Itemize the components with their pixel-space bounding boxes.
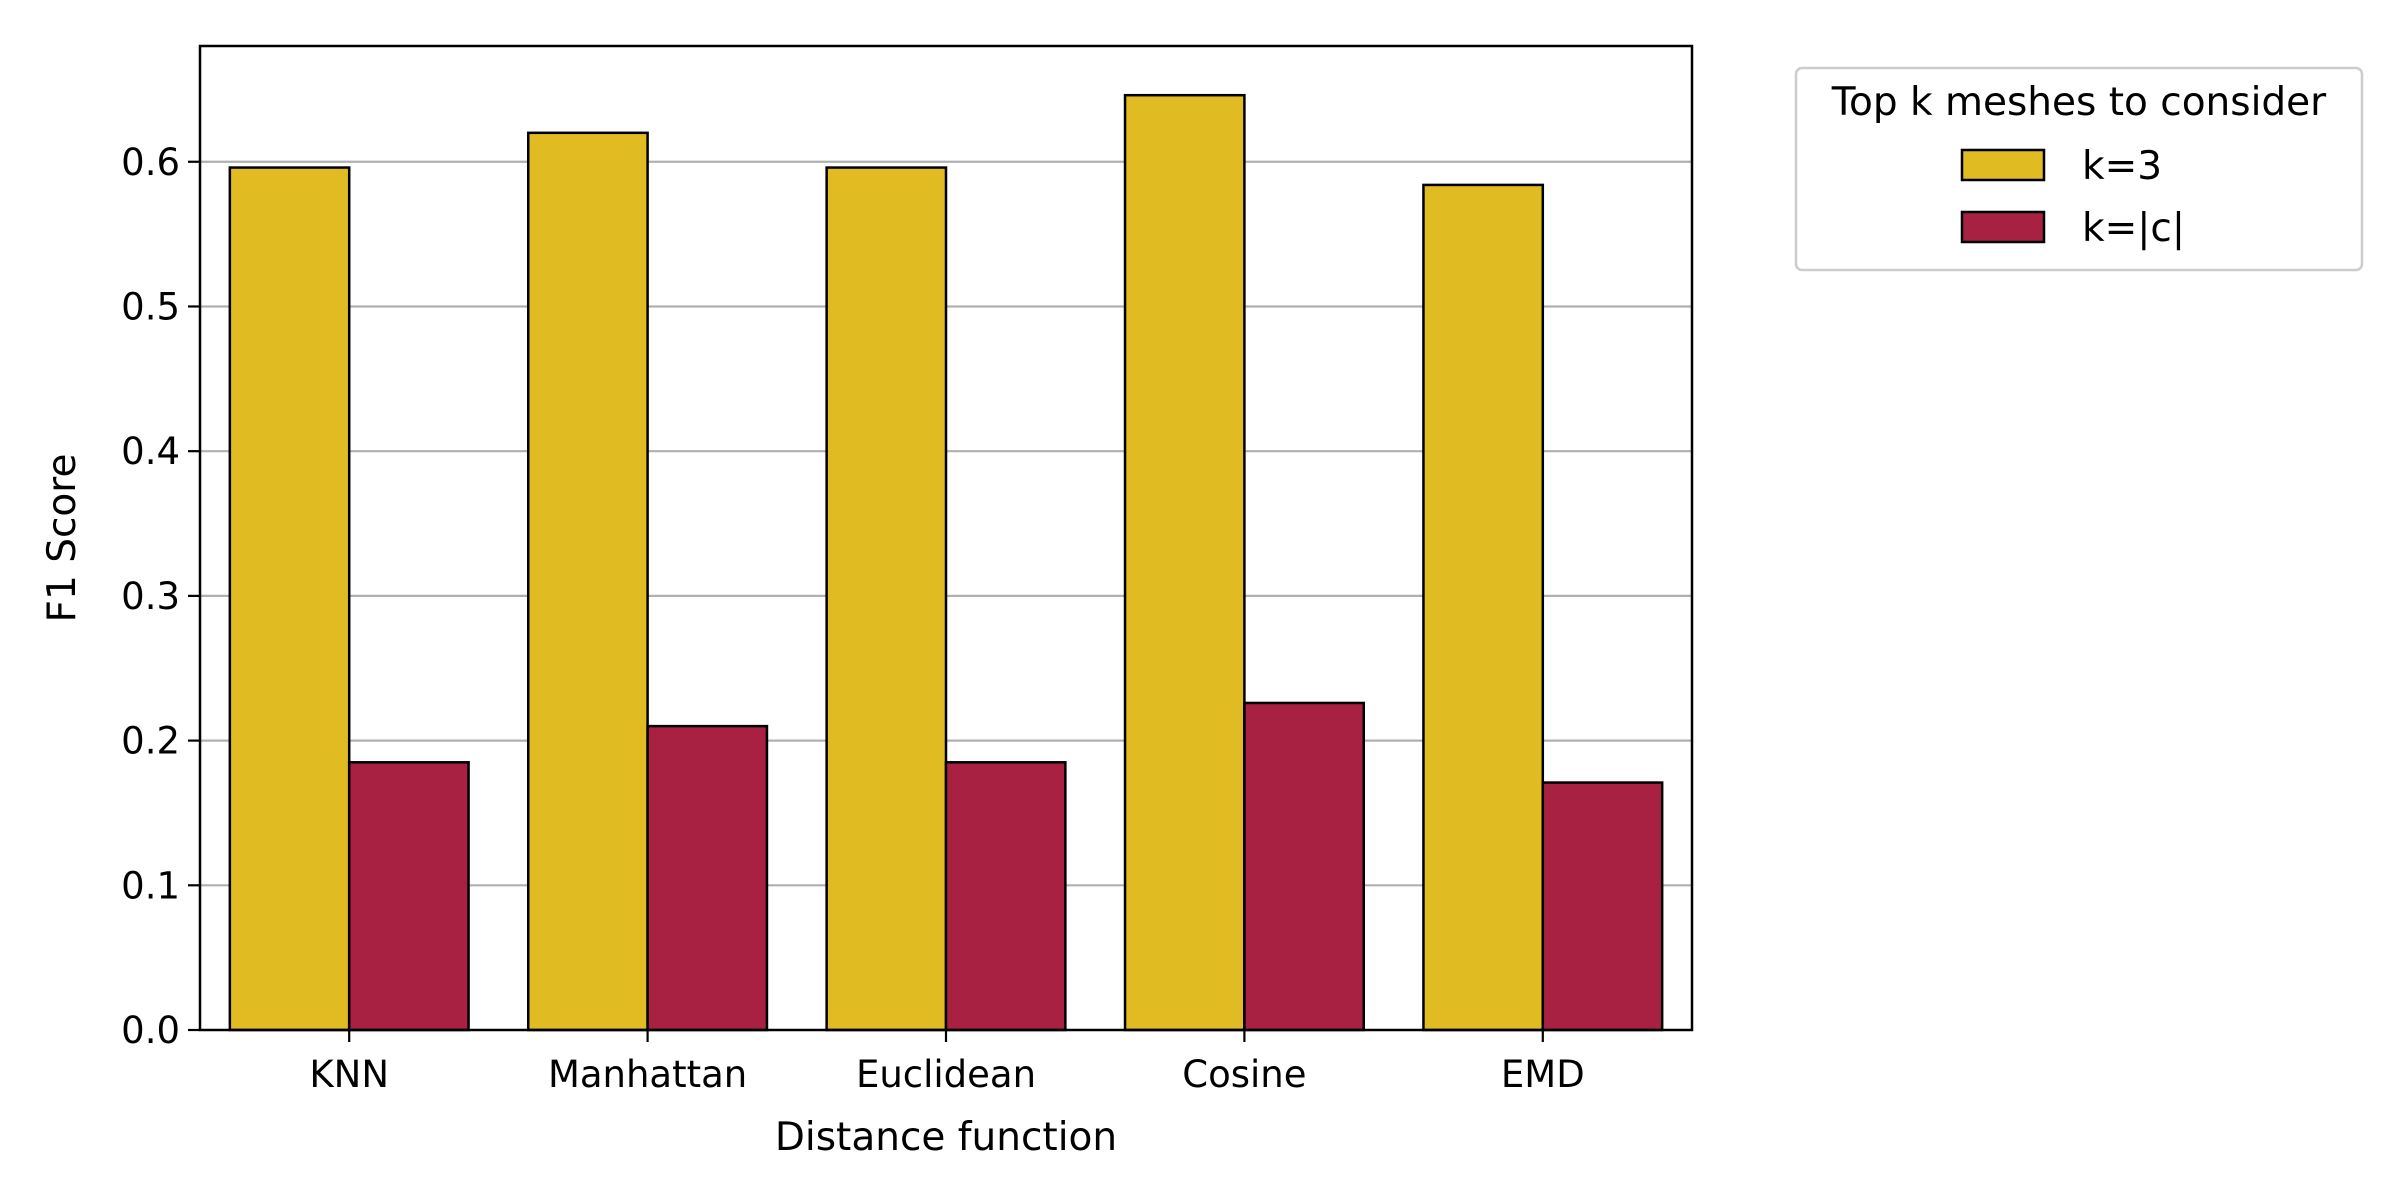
y-axis: 0.0 0.1 0.2 0.3 0.4 0.5 0.6 [121, 141, 200, 1052]
y-tick-label: 0.0 [121, 1009, 180, 1052]
legend: Top k meshes to consider k=3 k=|c| [1794, 66, 2364, 272]
legend-items: k=3 k=|c| [1960, 144, 2185, 251]
y-tick-label: 0.5 [121, 285, 180, 328]
bar-cosine-series-1 [1123, 93, 1246, 1032]
x-tick-label: Cosine [1182, 1053, 1306, 1096]
y-tick-label: 0.6 [121, 141, 180, 184]
x-axis: KNN Manhattan Euclidean Cosine EMD [309, 1030, 1585, 1096]
y-tick-label: 0.1 [121, 864, 180, 907]
legend-box [1794, 66, 2364, 272]
x-tick-label: EMD [1501, 1053, 1585, 1096]
legend-title: Top k meshes to consider [1831, 80, 2327, 125]
y-tick-label: 0.4 [121, 430, 180, 473]
bar-emd-series-1 [1422, 183, 1545, 1032]
bar-emd-series-2 [1541, 781, 1664, 1032]
x-tick-label: Euclidean [856, 1053, 1036, 1096]
bar-manhattan-series-2 [646, 724, 769, 1032]
x-axis-label: Distance function [775, 1115, 1117, 1160]
bars [228, 93, 1664, 1032]
legend-label: k=|c| [2082, 206, 2185, 251]
x-tick-label: KNN [309, 1053, 389, 1096]
x-tick-label: Manhattan [548, 1053, 747, 1096]
y-tick-label: 0.2 [121, 720, 180, 763]
bar-euclidean-series-1 [825, 166, 948, 1032]
bar-cosine-series-2 [1243, 701, 1366, 1032]
bar-euclidean-series-2 [944, 761, 1067, 1032]
legend-swatch [1960, 210, 2046, 244]
bar-knn-series-1 [228, 166, 351, 1032]
y-tick-label: 0.3 [121, 575, 180, 618]
bar-knn-series-2 [347, 761, 470, 1032]
legend-label: k=3 [2082, 144, 2162, 189]
y-axis-label: F1 Score [40, 454, 85, 623]
bar-manhattan-series-1 [526, 131, 649, 1032]
legend-swatch [1960, 148, 2046, 182]
